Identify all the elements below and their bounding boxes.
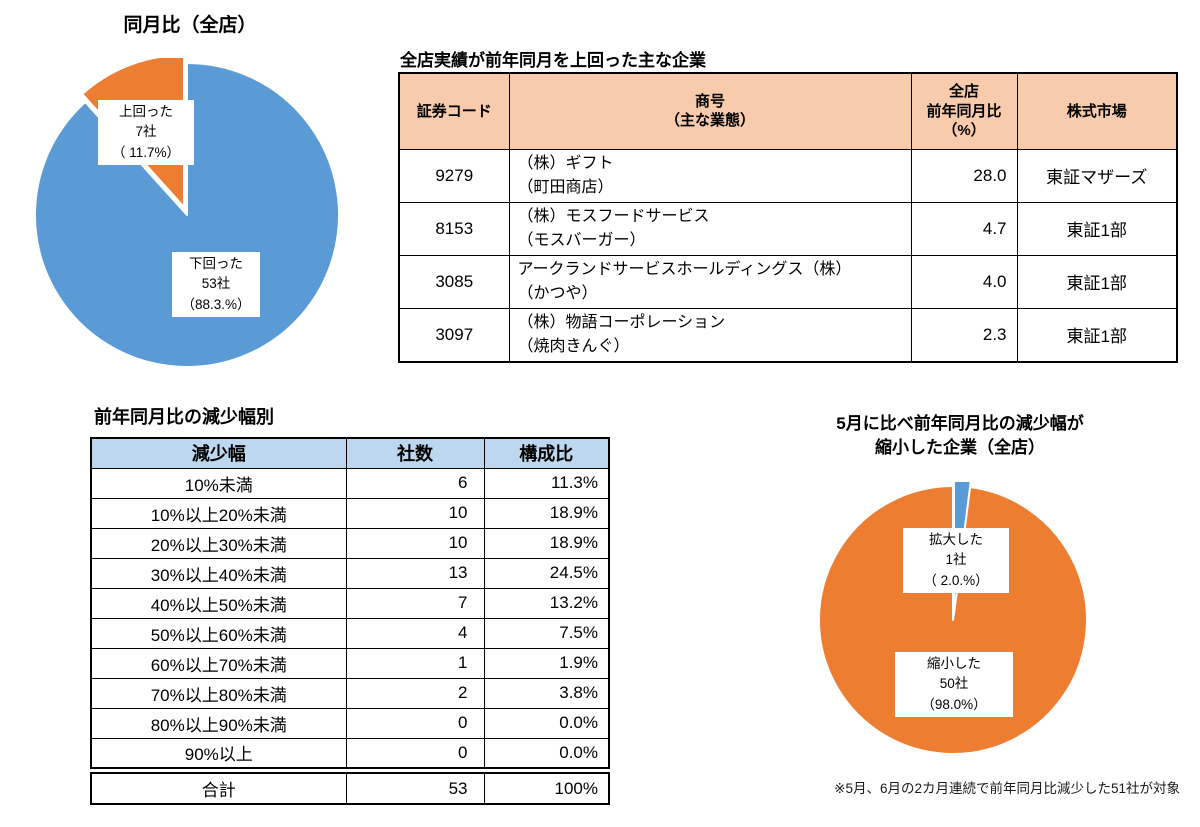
- cell-range: 10%以上20%未満: [90, 497, 347, 529]
- cell-code: 9279: [398, 148, 510, 203]
- companies-table: 証券コード 商号 （主な業態） 全店 前年同月比 （%） 株式市場 9279 （…: [398, 72, 1178, 363]
- footnote: ※5月、6月の2カ月連続で前年同月比減少した51社が対象: [834, 781, 1180, 796]
- cell-share: 7.5%: [483, 617, 610, 649]
- decline-table: 減少幅 社数 構成比 10%未満 6 11.3% 10%以上20%未満 10 1…: [90, 437, 610, 769]
- col-header-company-name: 商号 （主な業態）: [508, 72, 912, 150]
- cell-count: 1: [345, 647, 485, 679]
- cell-total-label: 合計: [90, 772, 347, 805]
- table-row: 80%以上90%未満 0 0.0%: [90, 707, 610, 739]
- pie-chart-decline-narrowed: 拡大した 1社 （ 2.0.%） 縮小した 50社 （98.0%）: [815, 482, 1091, 758]
- decline-total-row: 合計 53 100%: [90, 772, 610, 805]
- table-row: 8153 （株）モスフードサービス （モスバーガー） 4.7 東証1部: [398, 201, 1178, 256]
- pie-chart-same-month: 上回った 7社 （ 11.7%） 下回った 53社 （88.3.%）: [30, 58, 344, 372]
- cell-range: 50%以上60%未満: [90, 617, 347, 649]
- table-row: 3097 （株）物語コーポレーション （焼肉きんぐ） 2.3 東証1部: [398, 307, 1178, 362]
- cell-share: 1.9%: [483, 647, 610, 679]
- cell-share: 13.2%: [483, 587, 610, 619]
- cell-company: （株）ギフト （町田商店）: [508, 148, 912, 203]
- cell-range: 10%未満: [90, 467, 347, 499]
- table-row: 20%以上30%未満 10 18.9%: [90, 527, 610, 559]
- table-row: 60%以上70%未満 1 1.9%: [90, 647, 610, 679]
- col-header-stock-market: 株式市場: [1016, 72, 1178, 150]
- col-header-decline-range: 減少幅: [90, 437, 347, 469]
- pie-narrowed-title: 5月に比べ前年同月比の減少幅が 縮小した企業（全店）: [836, 414, 1084, 457]
- cell-total-share: 100%: [483, 772, 610, 805]
- cell-share: 11.3%: [483, 467, 610, 499]
- cell-share: 3.8%: [483, 677, 610, 709]
- cell-range: 40%以上50%未満: [90, 587, 347, 619]
- cell-company: （株）モスフードサービス （モスバーガー）: [508, 201, 912, 256]
- cell-code: 8153: [398, 201, 510, 256]
- decline-table-title: 前年同月比の減少幅別: [94, 407, 274, 427]
- cell-yoy: 28.0: [910, 148, 1018, 203]
- cell-range: 80%以上90%未満: [90, 707, 347, 739]
- col-header-yoy-percent: 全店 前年同月比 （%）: [910, 72, 1018, 150]
- pie-label-narrowed: 縮小した 50社 （98.0%）: [895, 652, 1013, 717]
- cell-code: 3085: [398, 254, 510, 309]
- cell-market: 東証マザーズ: [1016, 148, 1178, 203]
- cell-share: 18.9%: [483, 527, 610, 559]
- cell-share: 18.9%: [483, 497, 610, 529]
- cell-share: 0.0%: [483, 707, 610, 739]
- table-row: 30%以上40%未満 13 24.5%: [90, 557, 610, 589]
- cell-range: 90%以上: [90, 737, 347, 769]
- companies-table-title: 全店実績が前年同月を上回った主な企業: [400, 51, 706, 70]
- cell-count: 2: [345, 677, 485, 709]
- cell-market: 東証1部: [1016, 201, 1178, 256]
- table-row: 90%以上 0 0.0%: [90, 737, 610, 769]
- table-row: 3085 アークランドサービスホールディングス（株） （かつや） 4.0 東証1…: [398, 254, 1178, 309]
- cell-share: 0.0%: [483, 737, 610, 769]
- decline-total-table: 合計 53 100%: [90, 772, 610, 805]
- table-row: 40%以上50%未満 7 13.2%: [90, 587, 610, 619]
- cell-yoy: 4.7: [910, 201, 1018, 256]
- table-row: 50%以上60%未満 4 7.5%: [90, 617, 610, 649]
- companies-table-header-row: 証券コード 商号 （主な業態） 全店 前年同月比 （%） 株式市場: [398, 72, 1178, 150]
- cell-count: 0: [345, 737, 485, 769]
- table-row: 70%以上80%未満 2 3.8%: [90, 677, 610, 709]
- pie-same-month-title: 同月比（全店）: [123, 15, 257, 36]
- cell-count: 7: [345, 587, 485, 619]
- cell-company: アークランドサービスホールディングス（株） （かつや）: [508, 254, 912, 309]
- col-header-composition: 構成比: [483, 437, 610, 469]
- pie-label-expanded: 拡大した 1社 （ 2.0.%）: [903, 528, 1009, 593]
- col-header-company-count: 社数: [345, 437, 485, 469]
- cell-range: 30%以上40%未満: [90, 557, 347, 589]
- cell-range: 60%以上70%未満: [90, 647, 347, 679]
- cell-count: 0: [345, 707, 485, 739]
- cell-count: 6: [345, 467, 485, 499]
- cell-yoy: 4.0: [910, 254, 1018, 309]
- cell-code: 3097: [398, 307, 510, 362]
- pie-slice-narrowed: [817, 485, 1088, 755]
- cell-count: 10: [345, 497, 485, 529]
- cell-market: 東証1部: [1016, 307, 1178, 362]
- pie-label-exceeded: 上回った 7社 （ 11.7%）: [98, 100, 194, 165]
- cell-range: 20%以上30%未満: [90, 527, 347, 559]
- table-row: 10%以上20%未満 10 18.9%: [90, 497, 610, 529]
- table-row: 9279 （株）ギフト （町田商店） 28.0 東証マザーズ: [398, 148, 1178, 203]
- cell-range: 70%以上80%未満: [90, 677, 347, 709]
- cell-count: 4: [345, 617, 485, 649]
- table-row: 10%未満 6 11.3%: [90, 467, 610, 499]
- cell-market: 東証1部: [1016, 254, 1178, 309]
- cell-company: （株）物語コーポレーション （焼肉きんぐ）: [508, 307, 912, 362]
- cell-count: 13: [345, 557, 485, 589]
- cell-share: 24.5%: [483, 557, 610, 589]
- col-header-securities-code: 証券コード: [398, 72, 510, 150]
- pie-label-fell-below: 下回った 53社 （88.3.%）: [172, 252, 260, 317]
- decline-table-header-row: 減少幅 社数 構成比: [90, 437, 610, 469]
- cell-total-count: 53: [345, 772, 485, 805]
- cell-count: 10: [345, 527, 485, 559]
- cell-yoy: 2.3: [910, 307, 1018, 362]
